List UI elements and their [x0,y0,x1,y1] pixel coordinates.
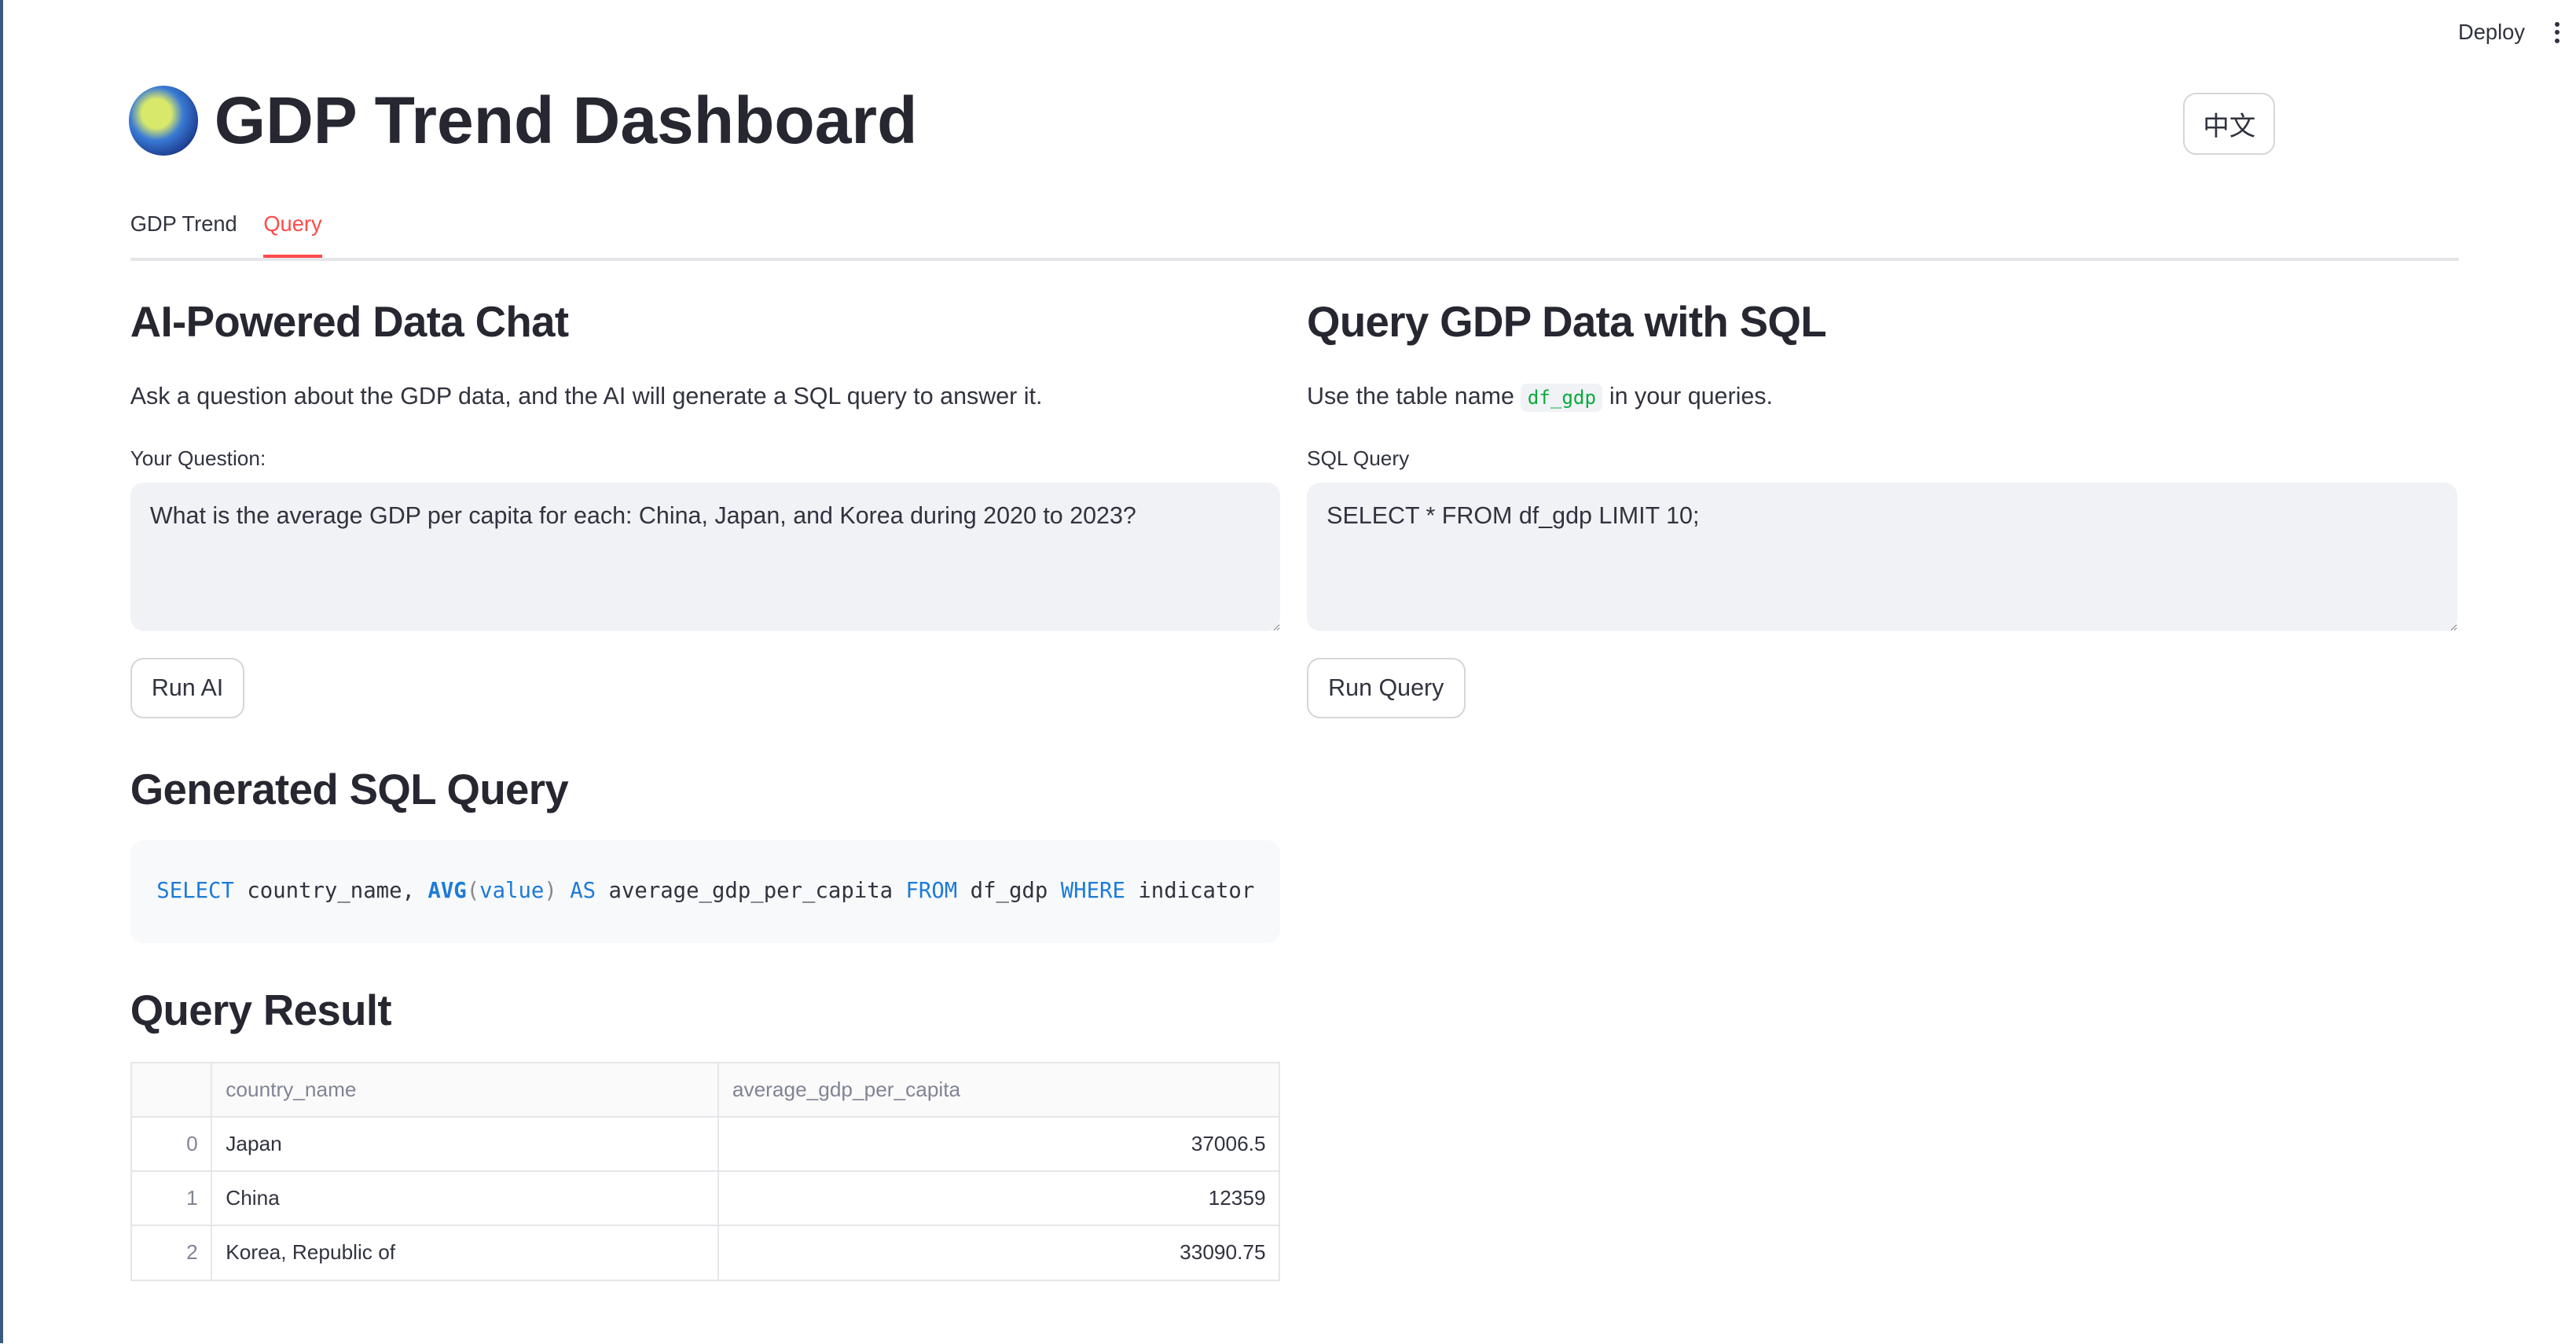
table-header-row: country_name average_gdp_per_capita [130,1061,1281,1118]
sql-text: country_name, [233,879,428,904]
globe-icon [128,86,198,156]
tab-query[interactable]: Query [263,208,322,258]
top-bar: Deploy [2458,20,2560,45]
sql-query-description: Use the table name df_gdp in your querie… [1306,383,2457,413]
sql-query-heading: Query GDP Data with SQL [1306,297,1827,346]
description-suffix: in your queries. [1609,383,1773,410]
tab-bar: GDP Trend Query [130,208,2459,261]
cell-value[interactable]: 37006.5 [717,1115,1281,1173]
sql-text: indicator [1125,879,1255,904]
column-header-average[interactable]: average_gdp_per_capita [717,1061,1281,1118]
cell-value[interactable]: 12359 [717,1170,1281,1227]
sql-keyword: WHERE [1060,879,1125,904]
row-index: 1 [130,1170,213,1227]
table-name-code: df_gdp [1521,383,1603,413]
sql-text: average_gdp_per_capita [596,879,906,904]
table-row: 2 Korea, Republic of 33090.75 [130,1225,1281,1281]
sql-text: df_gdp [957,879,1061,904]
table-row: 1 China 12359 [130,1170,1281,1227]
result-table[interactable]: country_name average_gdp_per_capita 0 Jap… [130,1061,1281,1281]
sql-keyword: FROM [905,879,958,904]
cell-value[interactable]: 33090.75 [717,1225,1281,1281]
row-index: 2 [130,1225,213,1281]
ai-chat-description: Ask a question about the GDP data, and t… [130,383,1043,410]
query-result-heading: Query Result [130,986,392,1035]
more-menu-icon[interactable] [2554,21,2560,43]
cell-country[interactable]: Japan [211,1115,720,1173]
question-label: Your Question: [130,446,266,471]
ai-chat-heading: AI-Powered Data Chat [130,297,569,346]
sql-keyword: AS [556,879,596,904]
ai-chat-column: AI-Powered Data Chat Ask a question abou… [130,297,1281,1281]
table-row: 0 Japan 37006.5 [130,1115,1281,1173]
sql-punct: ( [466,879,480,904]
run-query-button[interactable]: Run Query [1306,658,1466,718]
sql-keyword: SELECT [156,879,234,904]
generated-sql-heading: Generated SQL Query [130,765,569,813]
sql-query-label: SQL Query [1306,446,1410,471]
question-input[interactable]: What is the average GDP per capita for e… [130,483,1281,632]
sql-query-input[interactable]: SELECT * FROM df_gdp LIMIT 10; [1306,483,2457,632]
sql-query-column: Query GDP Data with SQL Use the table na… [1306,297,2457,718]
page-title: GDP Trend Dashboard [128,83,918,159]
generated-sql-code: SELECT country_name, AVG(value) AS avera… [130,840,1281,943]
cell-country[interactable]: Korea, Republic of [211,1225,720,1281]
sql-punct: ) [544,879,557,904]
deploy-button[interactable]: Deploy [2458,20,2525,45]
description-prefix: Use the table name [1306,383,1514,410]
column-header-index[interactable] [130,1061,213,1118]
column-header-country[interactable]: country_name [211,1061,720,1118]
tab-gdp-trend[interactable]: GDP Trend [130,211,237,236]
cell-country[interactable]: China [211,1170,720,1227]
sql-arg: value [479,879,545,904]
sql-function: AVG [427,879,467,904]
run-ai-button[interactable]: Run AI [130,658,245,718]
page-title-text: GDP Trend Dashboard [214,83,918,157]
language-toggle-button[interactable]: 中文 [2183,92,2276,156]
row-index: 0 [130,1115,213,1173]
